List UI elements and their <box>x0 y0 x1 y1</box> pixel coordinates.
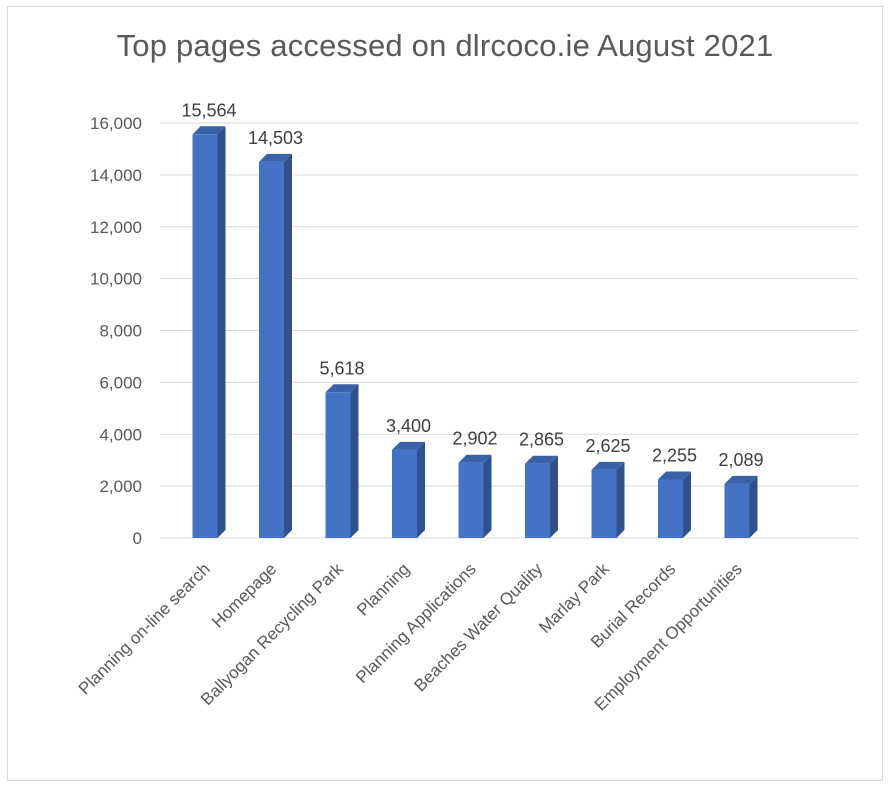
data-label: 15,564 <box>181 100 236 120</box>
x-axis-ticks: Planning on-line searchHomepageBallyogan… <box>75 559 746 714</box>
y-tick-label: 12,000 <box>90 218 142 237</box>
bar-side <box>417 441 425 538</box>
bar-front <box>724 483 750 538</box>
chart-title: Top pages accessed on dlrcoco.ie August … <box>116 28 774 63</box>
bar-side <box>217 126 226 538</box>
data-label: 2,089 <box>718 450 763 470</box>
bar-top <box>192 126 226 135</box>
bar-front <box>658 479 683 538</box>
data-label: 2,255 <box>652 446 697 466</box>
y-tick-label: 6,000 <box>99 373 142 392</box>
bar-side <box>616 461 625 538</box>
bar-side <box>683 471 691 538</box>
bar-side <box>284 153 292 538</box>
bar-top <box>458 454 492 463</box>
bar-front <box>392 449 417 538</box>
x-tick-label: Planning <box>353 559 413 619</box>
bar-side <box>550 455 558 538</box>
x-tick-label: Planning on-line search <box>75 559 214 698</box>
data-label: 3,400 <box>386 416 431 436</box>
x-tick-label: Homepage <box>208 559 280 631</box>
data-label: 2,902 <box>452 429 497 449</box>
y-tick-label: 0 <box>133 529 142 548</box>
bar-front <box>525 463 550 538</box>
y-tick-label: 14,000 <box>90 166 142 185</box>
bar-front <box>591 469 617 538</box>
y-tick-label: 8,000 <box>99 322 142 341</box>
bar-top <box>525 455 558 464</box>
y-axis-ticks: 0 2,000 4,000 6,000 8,000 10,000 12,000 14,000 1… <box>90 114 142 548</box>
x-tick-label: Ballyogan Recycling Park <box>197 559 347 709</box>
bar <box>325 384 359 538</box>
y-tick-label: 10,000 <box>90 270 142 289</box>
bar <box>458 454 492 538</box>
bar-side <box>483 454 492 538</box>
bar-side <box>350 384 359 538</box>
bar-top <box>724 475 758 484</box>
bar <box>658 471 691 538</box>
bar-top <box>325 384 359 393</box>
x-tick-label: Planning Applications <box>352 559 480 687</box>
y-tick-label: 4,000 <box>99 425 142 444</box>
bar-top <box>392 441 425 450</box>
bar-top <box>591 461 625 470</box>
data-label: 5,618 <box>319 358 364 378</box>
x-tick-label: Beaches Water Quality <box>410 559 546 695</box>
bar-front <box>458 462 484 538</box>
y-tick-label: 16,000 <box>90 114 142 133</box>
bar <box>392 441 425 538</box>
data-label: 2,865 <box>519 430 564 450</box>
data-label: 2,625 <box>585 436 630 456</box>
y-tick-label: 2,000 <box>99 477 142 496</box>
bar-top <box>259 153 292 162</box>
bar-top <box>658 471 691 480</box>
bar-front <box>259 161 284 538</box>
bar-front <box>325 392 351 538</box>
chart-frame <box>7 6 883 781</box>
bar-front <box>192 134 218 538</box>
bar <box>525 455 558 538</box>
bar-side <box>749 475 758 538</box>
data-labels: 15,564 14,503 5,618 3,400 2,902 2,865 2,625 2,2… <box>181 100 763 470</box>
bar <box>192 126 226 538</box>
bar <box>724 475 758 538</box>
data-label: 14,503 <box>248 128 303 148</box>
bar <box>591 461 625 538</box>
bar <box>259 153 292 538</box>
bars <box>192 126 758 538</box>
